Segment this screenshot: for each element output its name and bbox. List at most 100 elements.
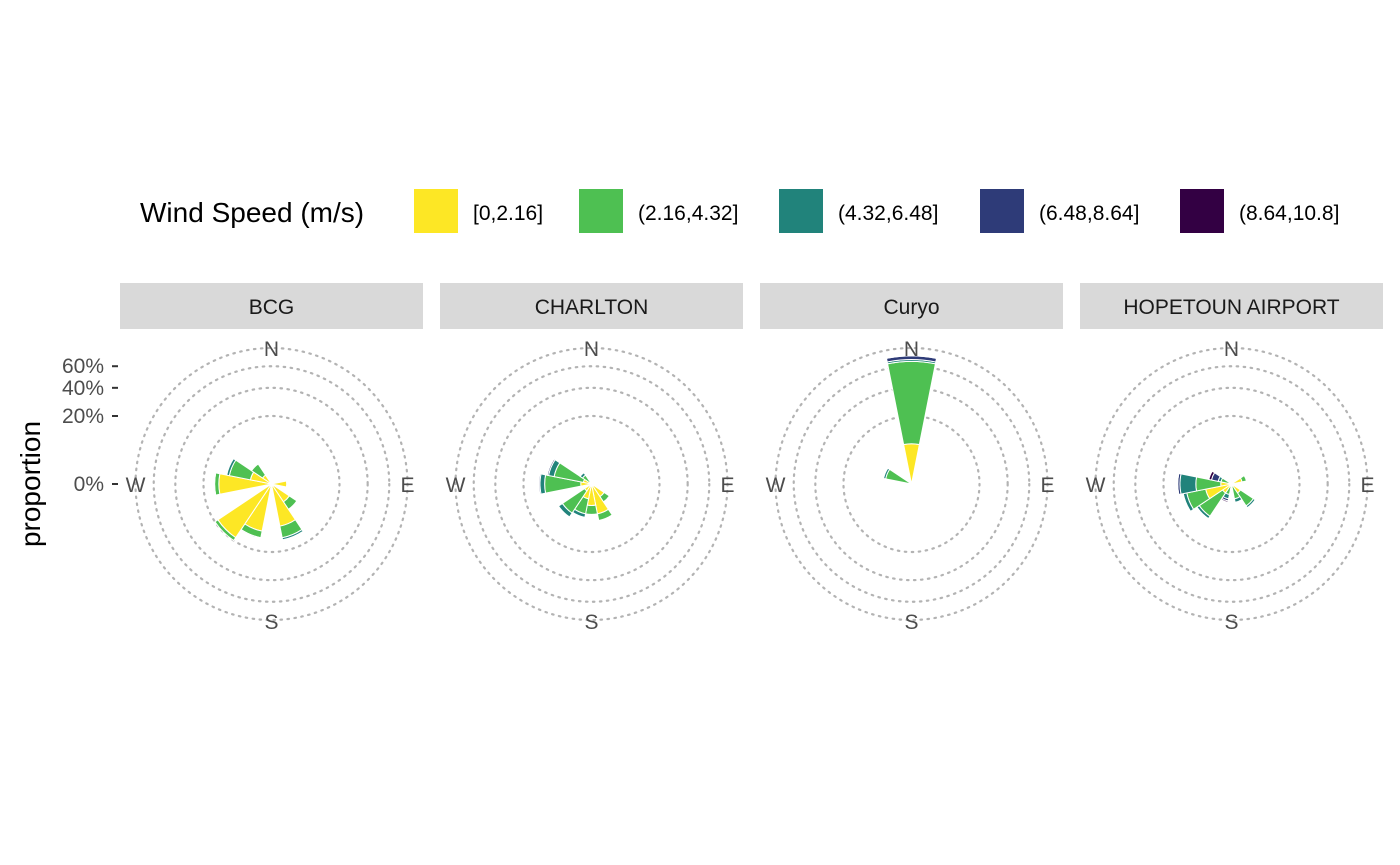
sector-bar-2-16-4-32	[886, 360, 937, 446]
sector-bar-4-32-6-48	[579, 471, 587, 479]
compass-label-w: W	[766, 474, 786, 497]
legend-key-4	[980, 189, 1024, 233]
sector-bar-2-16-4-32	[596, 508, 613, 522]
facet-hopetoun-airport: HOPETOUN AIRPORT N E S W	[1080, 283, 1383, 634]
wind-sector	[250, 462, 272, 485]
y-axis: 0% 20% 40%60%	[62, 355, 118, 496]
sector-bar-4-32-6-48	[1233, 495, 1243, 503]
wind-sector	[1231, 483, 1256, 509]
wind-sector	[1208, 470, 1232, 485]
facet-strip	[440, 283, 743, 329]
wind-sector	[271, 480, 288, 488]
wind-sector	[213, 472, 272, 496]
facet-strip	[1080, 283, 1383, 329]
grid-ring-4	[1094, 346, 1369, 622]
grid-ring-2	[174, 386, 369, 582]
sector-bar-4-32-6-48	[1179, 473, 1198, 495]
grid-ring-4	[454, 346, 729, 622]
sector-bar-2-16-4-32	[885, 468, 912, 485]
wind-sector	[538, 473, 592, 495]
grid-ring-3	[1112, 365, 1351, 603]
sector-bar-0-2-16	[271, 480, 288, 488]
sector-bar-4-32-6-48	[226, 457, 237, 477]
compass-label-n: N	[904, 338, 919, 361]
facet-strip-label: Curyo	[883, 296, 939, 319]
sector-bar-4-32-6-48	[557, 502, 573, 518]
sector-bar-4-32-6-48	[213, 472, 217, 496]
grid-ring-1	[842, 414, 981, 554]
sector-bar-2-16-4-32	[1239, 474, 1247, 483]
wind-sector	[1176, 472, 1232, 496]
legend-label-3: (4.32,6.48]	[838, 202, 938, 225]
compass-label-e: E	[720, 474, 734, 497]
facet-bcg: BCG N E S W	[120, 283, 423, 634]
y-tick-label: 60%	[62, 355, 104, 378]
compass-label-n: N	[584, 338, 599, 361]
wind-sector	[1231, 474, 1247, 485]
compass-label-w: W	[446, 474, 466, 497]
wind-sector	[1231, 483, 1243, 503]
wind-sector	[885, 354, 938, 485]
compass-label-s: S	[264, 611, 278, 634]
facet-strip	[760, 283, 1063, 329]
wind-sector	[271, 483, 304, 541]
sector-bar-8-64-10-8	[1176, 472, 1180, 496]
grid-ring-4	[134, 346, 409, 622]
compass-label-e: E	[1360, 474, 1374, 497]
grid-ring-2	[814, 386, 1009, 582]
legend-key-5	[1180, 189, 1224, 233]
wind-sector	[214, 483, 272, 542]
grid-ring-3	[472, 365, 711, 603]
legend-title: Wind Speed (m/s)	[140, 197, 364, 228]
compass-label-s: S	[584, 611, 598, 634]
wind-sector	[557, 483, 592, 518]
wind-sector	[579, 471, 592, 485]
grid-ring-3	[152, 365, 391, 603]
compass-label-w: W	[1086, 474, 1106, 497]
facet-curyo: Curyo N E S W	[760, 283, 1063, 634]
sector-bar-8-64-10-8	[1208, 470, 1216, 481]
sector-bar-6-48-8-64	[546, 458, 556, 477]
sector-bar-4-32-6-48	[1245, 497, 1256, 509]
sector-bar-4-32-6-48	[883, 467, 891, 480]
grid-ring-1	[1162, 414, 1301, 554]
sector-bar-4-32-6-48	[250, 462, 259, 472]
compass-label-w: W	[126, 474, 146, 497]
legend-key-1	[414, 189, 458, 233]
legend-key-2	[579, 189, 623, 233]
wind-sector	[591, 483, 613, 522]
sector-bar-6-48-8-64	[538, 473, 542, 495]
sector-bar-8-64-10-8	[885, 354, 938, 359]
grid-ring-1	[522, 414, 661, 554]
compass-label-n: N	[1224, 338, 1239, 361]
compass-label-s: S	[904, 611, 918, 634]
compass-label-s: S	[1224, 611, 1238, 634]
facet-strip-label: HOPETOUN AIRPORT	[1123, 296, 1339, 319]
sector-bar-0-2-16	[903, 443, 920, 485]
sector-bar-4-32-6-48	[281, 528, 304, 541]
grid-ring-4	[774, 346, 1049, 622]
legend-label-2: (2.16,4.32]	[638, 202, 738, 225]
legend-label-5: (8.64,10.8]	[1239, 202, 1339, 225]
grid-ring-2	[1134, 386, 1329, 582]
grid-ring-2	[494, 386, 689, 582]
grid-ring-1	[202, 414, 341, 554]
y-tick-label: 0%	[74, 473, 104, 496]
facet-strip	[120, 283, 423, 329]
facet-charlton: CHARLTON N E S W	[440, 283, 743, 634]
wind-sector	[883, 467, 912, 485]
facet-strip-label: BCG	[249, 296, 295, 319]
wind-sector	[271, 483, 298, 510]
compass-label-e: E	[400, 474, 414, 497]
legend: Wind Speed (m/s) [0,2.16] (2.16,4.32] (4.3…	[140, 189, 1339, 233]
y-tick-label: 40%	[62, 377, 104, 400]
compass-label-n: N	[264, 338, 279, 361]
compass-label-e: E	[1040, 474, 1054, 497]
sector-bar-2-16-4-32	[214, 519, 237, 542]
legend-label-4: (6.48,8.64]	[1039, 202, 1139, 225]
y-tick-label: 20%	[62, 405, 104, 428]
legend-label-1: [0,2.16]	[473, 202, 543, 225]
y-axis-title: proportion	[15, 421, 46, 547]
